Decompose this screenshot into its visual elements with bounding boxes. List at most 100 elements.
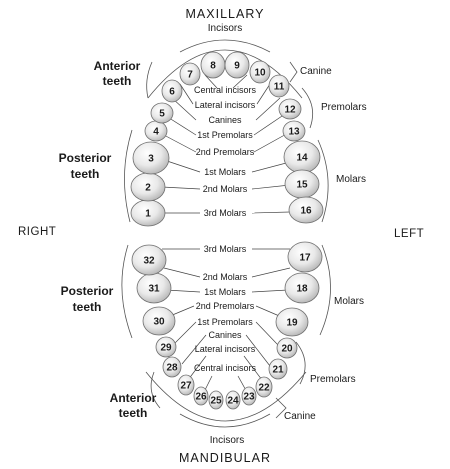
tooth-number: 24 [227,396,239,407]
tooth-shape [150,102,174,124]
lower-center-label: 1st Molars [204,287,246,297]
tooth-4: 4 [144,120,168,142]
tooth-29: 29 [155,336,177,358]
upper-center-label: 1st Molars [204,167,246,177]
tooth-9: 9 [224,51,250,79]
tooth-shape [268,74,290,98]
upper-center-label: 1st Premolars [197,130,253,140]
upper-center-label: Central incisors [194,85,257,95]
lower-posterior-bracket [121,244,133,339]
upper-posterior-label-1: Posterior [59,151,112,165]
tooth-number: 7 [187,70,193,81]
tooth-11: 11 [268,74,290,98]
lower-incisors-label: Incisors [210,435,244,446]
upper-center-label: Lateral incisors [195,100,256,110]
tooth-shape [288,196,324,224]
tooth-number: 26 [195,392,207,403]
tooth-shape [225,390,241,410]
arch-brackets [121,39,331,428]
upper-center-label: 3rd Molars [204,208,247,218]
tooth-18: 18 [284,272,320,304]
tooth-number: 19 [286,318,298,329]
tooth-17: 17 [287,241,323,273]
tooth-shape [268,358,288,380]
tooth-23: 23 [241,386,257,406]
upper-premolars-bracket [301,87,314,129]
tooth-number: 29 [160,343,172,354]
upper-premolars-label: Premolars [321,102,367,113]
tooth-shape [193,386,209,406]
tooth-19: 19 [275,307,309,337]
tooth-6: 6 [161,79,183,103]
tooth-24: 24 [225,390,241,410]
tooth-22: 22 [255,376,273,398]
tooth-13: 13 [282,120,306,142]
tooth-number: 17 [299,253,311,264]
tooth-number: 8 [210,61,216,72]
tooth-number: 14 [296,153,308,164]
upper-incisors-bracket [179,39,271,53]
lower-posterior-label-1: Posterior [61,284,114,298]
lower-center-label: Canines [208,330,242,340]
lower-outer-arc [145,371,307,422]
tooth-number: 32 [143,256,155,267]
tooth-number: 9 [234,61,240,72]
tooth-16: 16 [288,196,324,224]
tooth-shape [249,60,271,84]
upper-canine-bracket [289,61,298,83]
tooth-7: 7 [179,62,201,86]
tooth-shape [179,62,201,86]
upper-anterior-bracket [146,61,153,99]
lower-anterior-bracket [150,371,161,409]
tooth-number: 23 [243,392,255,403]
upper-center-labels: Central incisors Lateral incisors Canine… [194,85,257,218]
upper-center-label: 2nd Molars [203,184,248,194]
lower-center-label: 2nd Molars [203,272,248,282]
upper-canine-label: Canine [300,66,332,77]
lower-center-label: Central incisors [194,363,257,373]
tooth-number: 1 [145,209,151,220]
tooth-number: 13 [288,127,300,138]
left-label: LEFT [394,228,424,240]
tooth-shape [161,79,183,103]
tooth-shape [278,98,302,120]
tooth-shape [142,306,176,336]
tooth-number: 16 [300,206,312,217]
tooth-5: 5 [150,102,174,124]
upper-center-label: 2nd Premolars [196,147,255,157]
tooth-number: 27 [180,381,192,392]
tooth-number: 28 [166,363,178,374]
upper-molars-label: Molars [336,174,366,185]
tooth-1: 1 [130,199,166,227]
tooth-number: 4 [153,127,159,138]
tooth-number: 15 [296,180,308,191]
lower-center-label: Lateral incisors [195,344,256,354]
tooth-shape [282,120,306,142]
tooth-number: 2 [145,183,151,194]
lower-incisors-bracket [179,413,271,428]
tooth-shape [162,356,182,378]
lower-molars-bracket [319,244,331,336]
tooth-26: 26 [193,386,209,406]
tooth-number: 21 [272,365,284,376]
upper-molars-bracket [317,139,329,223]
tooth-number: 6 [169,87,175,98]
tooth-number: 12 [284,105,296,116]
tooth-shape [208,390,224,410]
lower-center-label: 3rd Molars [204,244,247,254]
right-label: RIGHT [18,226,56,238]
upper-incisors-label: Incisors [208,23,242,34]
tooth-shape [241,386,257,406]
tooth-number: 22 [258,383,270,394]
tooth-20: 20 [276,337,298,359]
tooth-number: 30 [153,317,165,328]
tooth-30: 30 [142,306,176,336]
lower-center-label: 2nd Premolars [196,301,255,311]
upper-center-label: Canines [208,115,242,125]
tooth-number: 10 [254,68,266,79]
upper-anterior-label-2: teeth [103,74,132,88]
lower-posterior-label-2: teeth [73,300,102,314]
upper-posterior-bracket [124,129,133,223]
